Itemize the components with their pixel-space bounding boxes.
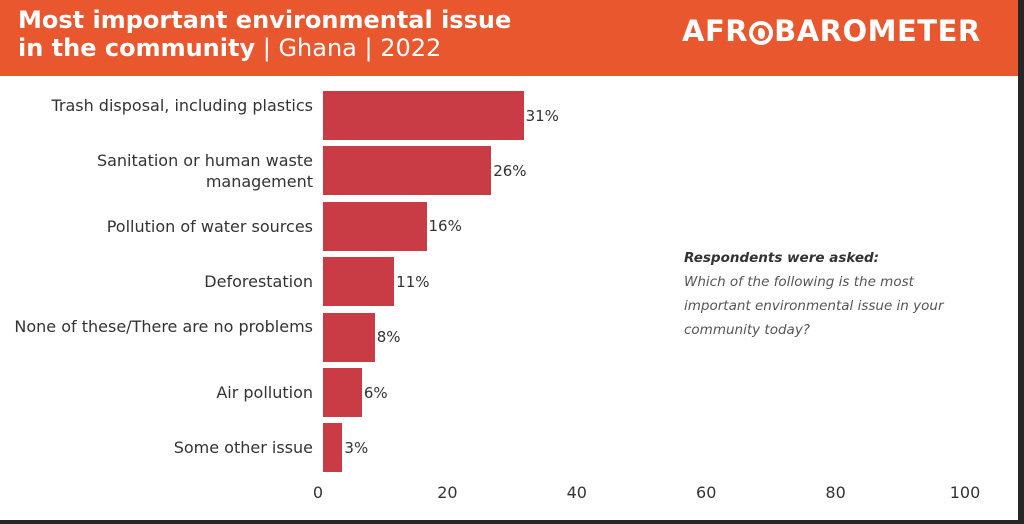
bar-value-label: 6% — [363, 383, 388, 402]
header-banner: Most important environmental issue in th… — [0, 0, 1018, 76]
category-label: Some other issue — [173, 438, 313, 458]
bar — [323, 91, 524, 140]
category-label: Sanitation or human waste management — [96, 150, 313, 191]
bar-value-label: 3% — [344, 438, 369, 457]
chart-title-line-1: Most important environmental issue — [18, 6, 512, 34]
bar-value-label: 16% — [428, 217, 462, 236]
bar — [323, 312, 375, 362]
bar — [323, 423, 343, 473]
x-tick-label: 60 — [696, 483, 717, 502]
category-label: None of these/There are no problems — [14, 317, 313, 337]
chart-title-country-year: | Ghana | 2022 — [255, 34, 442, 62]
bar — [323, 201, 427, 251]
chart-title-line-2: in the community | Ghana | 2022 — [18, 34, 441, 62]
bar-value-label: 11% — [396, 272, 430, 291]
x-tick-label: 80 — [825, 483, 846, 502]
category-label: Pollution of water sources — [106, 216, 313, 236]
x-tick-label: 40 — [566, 483, 587, 502]
category-label: Deforestation — [204, 272, 313, 292]
africa-map-icon — [749, 21, 774, 45]
logo-text-right: BAROMETER — [774, 14, 981, 48]
category-label: Air pollution — [216, 383, 313, 402]
window-edge-bottom — [0, 520, 1018, 524]
logo-text-left: AFR — [682, 14, 749, 48]
x-tick-label: 0 — [312, 483, 324, 502]
x-tick-label: 100 — [949, 483, 981, 502]
bar-value-label: 8% — [376, 328, 401, 347]
chart-title-bold: in the community — [18, 34, 256, 62]
question-heading: Respondents were asked: — [684, 250, 880, 266]
bar — [323, 146, 492, 196]
afrobarometer-logo: AFR BAROMETER — [682, 14, 981, 48]
question-text: Which of the following is the most impor… — [684, 274, 944, 338]
category-label: Trash disposal, including plastics — [51, 95, 313, 115]
x-tick-label: 20 — [437, 483, 458, 502]
bar-value-label: 31% — [525, 106, 559, 125]
bar-value-label: 26% — [493, 161, 527, 180]
bar — [323, 257, 395, 307]
window-edge-right — [1018, 0, 1024, 524]
bar — [323, 368, 362, 417]
